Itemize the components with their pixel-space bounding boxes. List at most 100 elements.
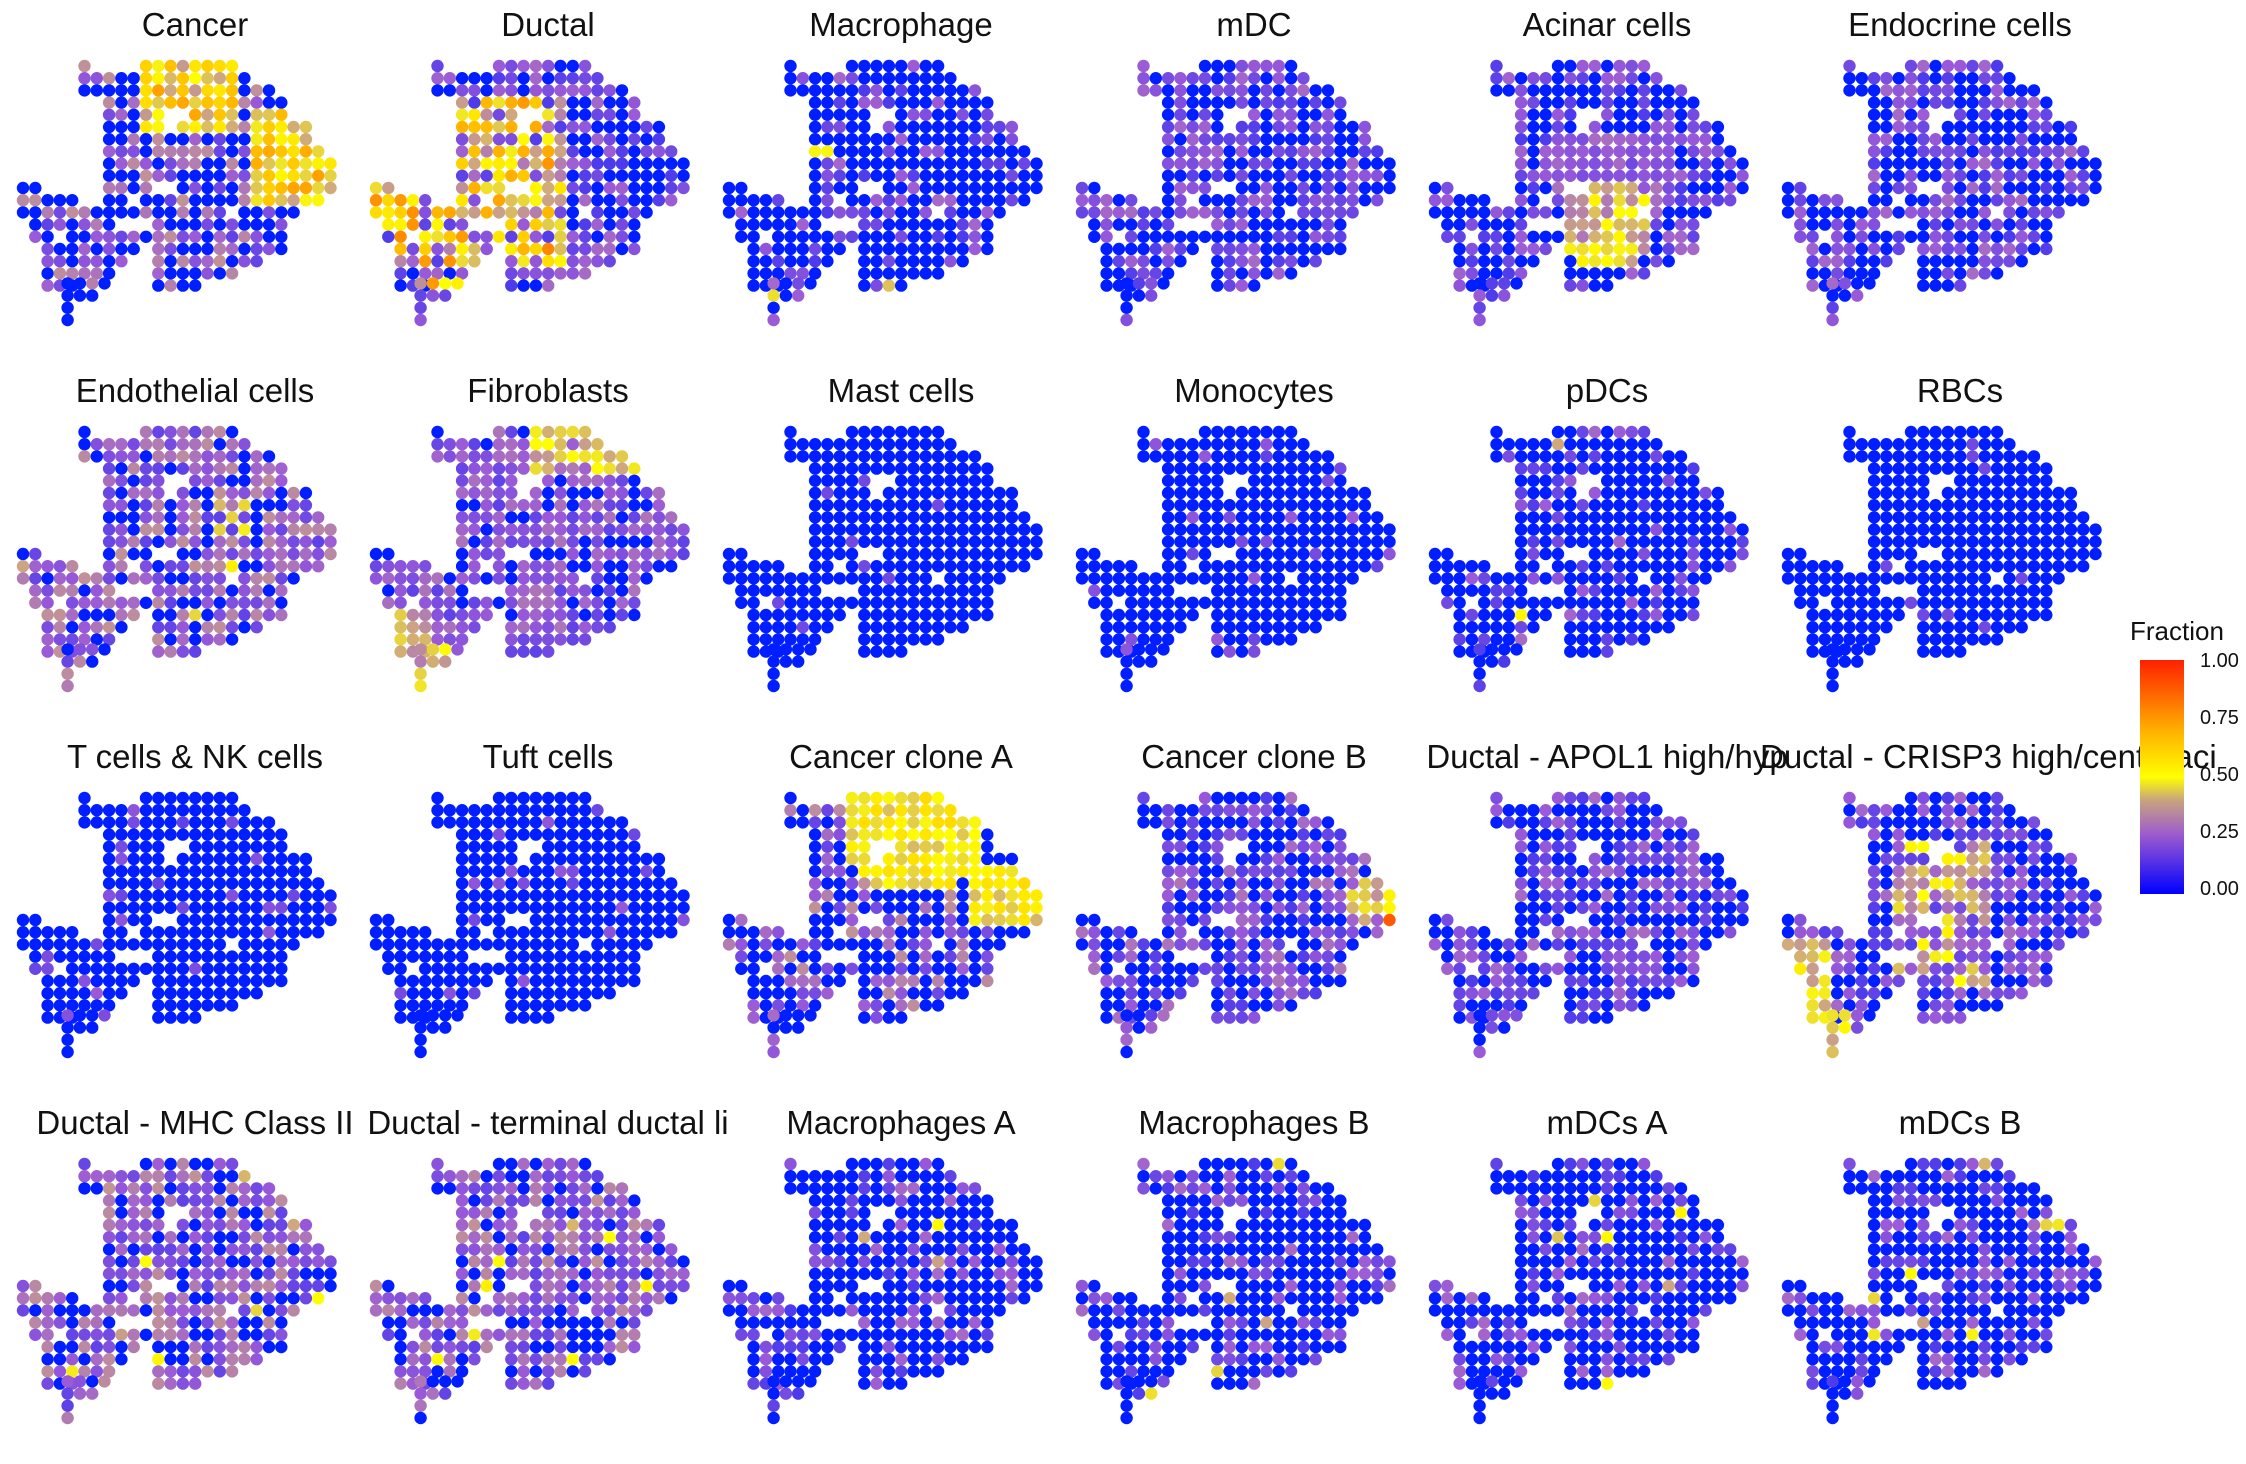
spot bbox=[1819, 218, 1831, 230]
spot bbox=[1831, 194, 1843, 206]
spot bbox=[493, 499, 505, 511]
spot bbox=[870, 645, 882, 657]
spot bbox=[1515, 194, 1527, 206]
spot bbox=[2028, 194, 2040, 206]
spot bbox=[957, 536, 969, 548]
spot bbox=[653, 548, 665, 560]
spot bbox=[944, 182, 956, 194]
spot bbox=[1260, 621, 1272, 633]
spot bbox=[604, 841, 616, 853]
spot bbox=[895, 975, 907, 987]
spot bbox=[1540, 597, 1552, 609]
spot bbox=[1515, 511, 1527, 523]
spot bbox=[493, 170, 505, 182]
spot bbox=[907, 572, 919, 584]
spot bbox=[579, 536, 591, 548]
spot bbox=[920, 84, 932, 96]
spot bbox=[604, 145, 616, 157]
spot bbox=[1856, 438, 1868, 450]
spot bbox=[468, 255, 480, 267]
spot bbox=[164, 536, 176, 548]
spot bbox=[251, 109, 263, 121]
spot bbox=[747, 560, 759, 572]
spot bbox=[1162, 218, 1174, 230]
spot bbox=[263, 828, 275, 840]
spot bbox=[1285, 877, 1297, 889]
spot bbox=[86, 289, 98, 301]
spot bbox=[419, 963, 431, 975]
spot bbox=[1503, 231, 1515, 243]
spot bbox=[907, 157, 919, 169]
spot bbox=[772, 243, 784, 255]
spot bbox=[431, 218, 443, 230]
spot bbox=[370, 206, 382, 218]
spot bbox=[1917, 267, 1929, 279]
spot bbox=[1905, 597, 1917, 609]
spot bbox=[1942, 450, 1954, 462]
spot bbox=[895, 548, 907, 560]
spot bbox=[1273, 72, 1285, 84]
spot bbox=[1310, 511, 1322, 523]
spot bbox=[1150, 609, 1162, 621]
spot bbox=[1273, 231, 1285, 243]
spot bbox=[1736, 157, 1748, 169]
spot bbox=[1133, 277, 1145, 289]
spot bbox=[895, 523, 907, 535]
spot bbox=[1991, 609, 2003, 621]
spot bbox=[944, 84, 956, 96]
spot bbox=[1954, 475, 1966, 487]
spot bbox=[1150, 572, 1162, 584]
spot bbox=[505, 206, 517, 218]
spot bbox=[456, 194, 468, 206]
spot bbox=[834, 938, 846, 950]
spot bbox=[2052, 572, 2064, 584]
spot bbox=[1863, 643, 1875, 655]
spot bbox=[1150, 450, 1162, 462]
spot bbox=[1088, 560, 1100, 572]
spot bbox=[1893, 109, 1905, 121]
spot bbox=[1236, 584, 1248, 596]
spot bbox=[760, 255, 772, 267]
spot bbox=[981, 963, 993, 975]
spot bbox=[287, 548, 299, 560]
spot bbox=[1991, 536, 2003, 548]
spot bbox=[177, 182, 189, 194]
spot bbox=[394, 1011, 406, 1023]
spot bbox=[1125, 584, 1137, 596]
spot bbox=[214, 475, 226, 487]
spot bbox=[1515, 462, 1527, 474]
spot bbox=[201, 426, 213, 438]
spot bbox=[530, 938, 542, 950]
spot bbox=[481, 133, 493, 145]
spot bbox=[858, 877, 870, 889]
spot bbox=[1359, 487, 1371, 499]
spot bbox=[604, 828, 616, 840]
spot bbox=[665, 902, 677, 914]
spot bbox=[1236, 231, 1248, 243]
spot bbox=[895, 865, 907, 877]
spot bbox=[1510, 643, 1522, 655]
spot bbox=[1199, 511, 1211, 523]
spot bbox=[382, 963, 394, 975]
spot bbox=[177, 975, 189, 987]
spot bbox=[1856, 218, 1868, 230]
spot bbox=[1223, 218, 1235, 230]
spot bbox=[456, 145, 468, 157]
spot bbox=[1868, 548, 1880, 560]
spot bbox=[115, 243, 127, 255]
spot bbox=[177, 121, 189, 133]
spot bbox=[1954, 548, 1966, 560]
spot bbox=[1601, 511, 1613, 523]
spot bbox=[1503, 597, 1515, 609]
spot bbox=[604, 889, 616, 901]
spot bbox=[1954, 243, 1966, 255]
spot bbox=[1441, 584, 1453, 596]
spot bbox=[1260, 792, 1272, 804]
spot bbox=[1942, 560, 1954, 572]
spot bbox=[735, 218, 747, 230]
spot bbox=[1223, 231, 1235, 243]
spot bbox=[1076, 182, 1088, 194]
spot bbox=[542, 963, 554, 975]
spot bbox=[1310, 231, 1322, 243]
spot bbox=[66, 987, 78, 999]
